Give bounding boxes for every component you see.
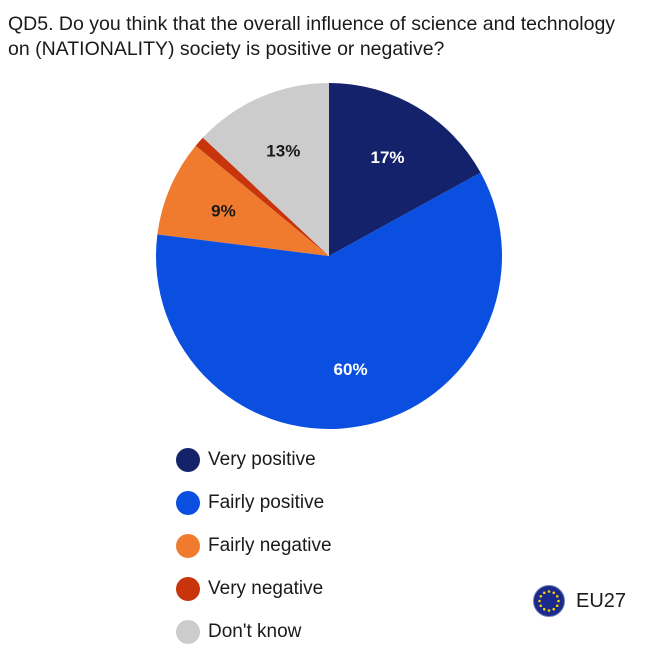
legend-label: Very negative (208, 577, 324, 599)
pie-slice-don-t-know (202, 83, 329, 256)
legend-item-don-t-know: Don't know (176, 610, 332, 653)
legend-label: Fairly negative (208, 534, 332, 556)
legend-item-very-negative: Very negative (176, 567, 332, 610)
legend-label: Very positive (208, 448, 316, 470)
chart-title: QD5. Do you think that the overall influ… (8, 12, 648, 62)
pie-slice-very-positive (329, 83, 481, 256)
data-label-fairly-positive: 60% (334, 360, 368, 379)
legend-label: Fairly positive (208, 491, 325, 513)
region-label: EU27 (576, 589, 627, 612)
legend-item-fairly-positive: Fairly positive (176, 481, 332, 524)
region-indicator: EU27 (533, 585, 626, 617)
legend-swatch (176, 576, 200, 601)
pie-slice-fairly-negative (157, 145, 329, 256)
legend-label: Don't know (208, 620, 302, 642)
chart-title-line-1: QD5. Do you think that the overall influ… (8, 13, 616, 35)
legend-swatch (176, 447, 200, 472)
legend-swatch (176, 619, 200, 644)
data-label-fairly-negative: 9% (211, 201, 236, 220)
legend-item-very-positive: Very positive (176, 438, 332, 481)
legend-swatch (176, 533, 200, 558)
eu-flag-icon (533, 585, 565, 617)
legend: Very positive Fairly positive Fairly negat… (176, 438, 332, 653)
chart-title-line-2: on (NATIONALITY) society is positive or … (8, 38, 445, 60)
pie-slice-fairly-positive (156, 172, 502, 430)
legend-item-fairly-negative: Fairly negative (176, 524, 332, 567)
data-label-don-t-know: 13% (266, 141, 300, 160)
pie-slice-very-negative (195, 137, 329, 256)
legend-swatch (176, 490, 200, 515)
data-label-very-positive: 17% (371, 148, 405, 167)
